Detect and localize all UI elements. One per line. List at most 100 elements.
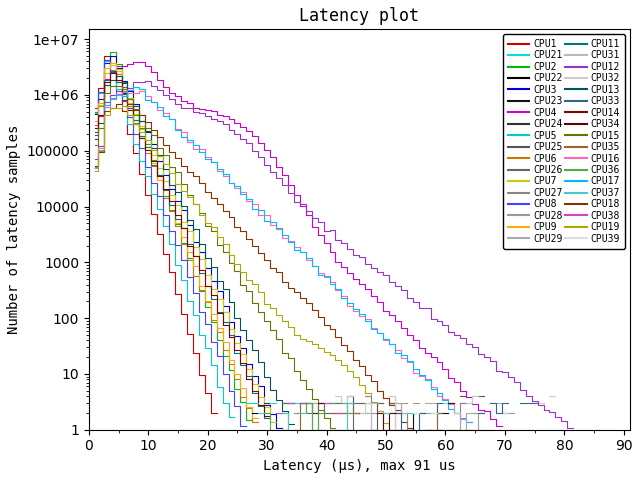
CPU2 bbox=[156, 172, 164, 178]
Line: CPU4: CPU4 bbox=[95, 62, 499, 426]
Line: CPU8: CPU8 bbox=[95, 60, 243, 426]
Line: CPU13: CPU13 bbox=[95, 76, 291, 424]
CPU2 bbox=[228, 367, 236, 373]
CPU5 bbox=[156, 206, 164, 212]
Line: CPU3: CPU3 bbox=[95, 56, 279, 428]
CPU18 bbox=[156, 134, 164, 140]
Line: CPU34: CPU34 bbox=[297, 403, 475, 430]
CPU12 bbox=[156, 87, 164, 93]
CPU17 bbox=[228, 180, 236, 185]
CPU15 bbox=[228, 260, 236, 266]
CPU19 bbox=[216, 234, 223, 240]
CPU11 bbox=[91, 130, 99, 135]
CPU3 bbox=[228, 319, 236, 324]
Line: CPU31: CPU31 bbox=[344, 403, 523, 430]
Line: CPU2: CPU2 bbox=[95, 52, 250, 420]
CPU14 bbox=[156, 173, 164, 179]
Line: CPU15: CPU15 bbox=[95, 86, 333, 428]
Line: CPU19: CPU19 bbox=[95, 107, 386, 422]
CPU1 bbox=[91, 105, 99, 111]
CPU16 bbox=[228, 180, 236, 186]
Line: CPU18: CPU18 bbox=[95, 100, 410, 428]
CPU13 bbox=[91, 136, 99, 142]
Line: CPU38: CPU38 bbox=[279, 403, 339, 413]
CPU17 bbox=[91, 164, 99, 169]
CPU9 bbox=[228, 357, 236, 363]
Line: CPU9: CPU9 bbox=[95, 63, 255, 418]
CPU14 bbox=[91, 126, 99, 132]
CPU5 bbox=[216, 384, 223, 390]
CPU3 bbox=[156, 158, 164, 164]
CPU6 bbox=[228, 361, 236, 367]
CPU18 bbox=[216, 201, 223, 206]
CPU11 bbox=[216, 310, 223, 315]
Line: CPU39: CPU39 bbox=[356, 413, 511, 430]
CPU3 bbox=[91, 111, 99, 117]
Line: CPU23: CPU23 bbox=[285, 403, 445, 430]
CPU2 bbox=[91, 109, 99, 115]
CPU4 bbox=[228, 116, 236, 122]
CPU8 bbox=[156, 193, 164, 199]
CPU7 bbox=[91, 119, 99, 124]
CPU6 bbox=[156, 177, 164, 183]
CPU4 bbox=[91, 132, 99, 137]
CPU7 bbox=[228, 326, 236, 332]
Y-axis label: Number of latency samples: Number of latency samples bbox=[7, 125, 21, 334]
Line: CPU35: CPU35 bbox=[297, 403, 451, 430]
CPU3 bbox=[216, 288, 223, 294]
CPU16 bbox=[91, 165, 99, 170]
CPU4 bbox=[216, 112, 223, 118]
Line: CPU14: CPU14 bbox=[95, 73, 267, 416]
CPU6 bbox=[91, 122, 99, 128]
CPU12 bbox=[228, 127, 236, 133]
CPU2 bbox=[216, 337, 223, 343]
CPU17 bbox=[156, 104, 164, 110]
Line: CPU16: CPU16 bbox=[95, 91, 469, 422]
Line: CPU32: CPU32 bbox=[339, 396, 552, 430]
Line: CPU27: CPU27 bbox=[297, 396, 469, 430]
CPU8 bbox=[228, 388, 236, 394]
CPU13 bbox=[156, 152, 164, 158]
CPU11 bbox=[156, 172, 164, 178]
CPU6 bbox=[216, 329, 223, 335]
CPU17 bbox=[216, 166, 223, 172]
CPU13 bbox=[216, 278, 223, 284]
Line: CPU1: CPU1 bbox=[95, 57, 214, 412]
CPU15 bbox=[91, 143, 99, 148]
CPU9 bbox=[156, 177, 164, 183]
CPU16 bbox=[216, 168, 223, 174]
Line: CPU37: CPU37 bbox=[261, 403, 433, 430]
CPU5 bbox=[91, 110, 99, 116]
Title: Latency plot: Latency plot bbox=[300, 7, 419, 25]
CPU12 bbox=[91, 156, 99, 162]
CPU1 bbox=[156, 231, 164, 237]
Line: CPU29: CPU29 bbox=[308, 403, 499, 430]
Line: CPU26: CPU26 bbox=[285, 403, 463, 430]
Line: CPU24: CPU24 bbox=[267, 403, 440, 430]
Legend: CPU1, CPU21, CPU2, CPU22, CPU3, CPU23, CPU4, CPU24, CPU5, CPU25, CPU6, CPU26, CP: CPU1, CPU21, CPU2, CPU22, CPU3, CPU23, C… bbox=[503, 34, 625, 249]
CPU14 bbox=[228, 334, 236, 340]
CPU16 bbox=[156, 107, 164, 113]
Line: CPU17: CPU17 bbox=[95, 87, 469, 422]
Line: CPU21: CPU21 bbox=[250, 403, 410, 430]
Line: CPU5: CPU5 bbox=[95, 61, 232, 418]
CPU18 bbox=[228, 214, 236, 220]
CPU11 bbox=[228, 333, 236, 338]
CPU19 bbox=[228, 252, 236, 258]
CPU12 bbox=[216, 118, 223, 123]
Line: CPU12: CPU12 bbox=[95, 81, 570, 428]
CPU15 bbox=[156, 145, 164, 151]
Line: CPU28: CPU28 bbox=[303, 403, 511, 430]
CPU14 bbox=[216, 311, 223, 316]
CPU7 bbox=[156, 165, 164, 171]
CPU8 bbox=[216, 353, 223, 359]
CPU8 bbox=[91, 105, 99, 110]
CPU15 bbox=[216, 242, 223, 248]
Line: CPU6: CPU6 bbox=[95, 70, 255, 422]
CPU13 bbox=[228, 299, 236, 305]
Line: CPU25: CPU25 bbox=[285, 396, 505, 430]
CPU9 bbox=[91, 118, 99, 124]
CPU7 bbox=[216, 296, 223, 302]
CPU9 bbox=[216, 325, 223, 331]
CPU18 bbox=[91, 164, 99, 169]
